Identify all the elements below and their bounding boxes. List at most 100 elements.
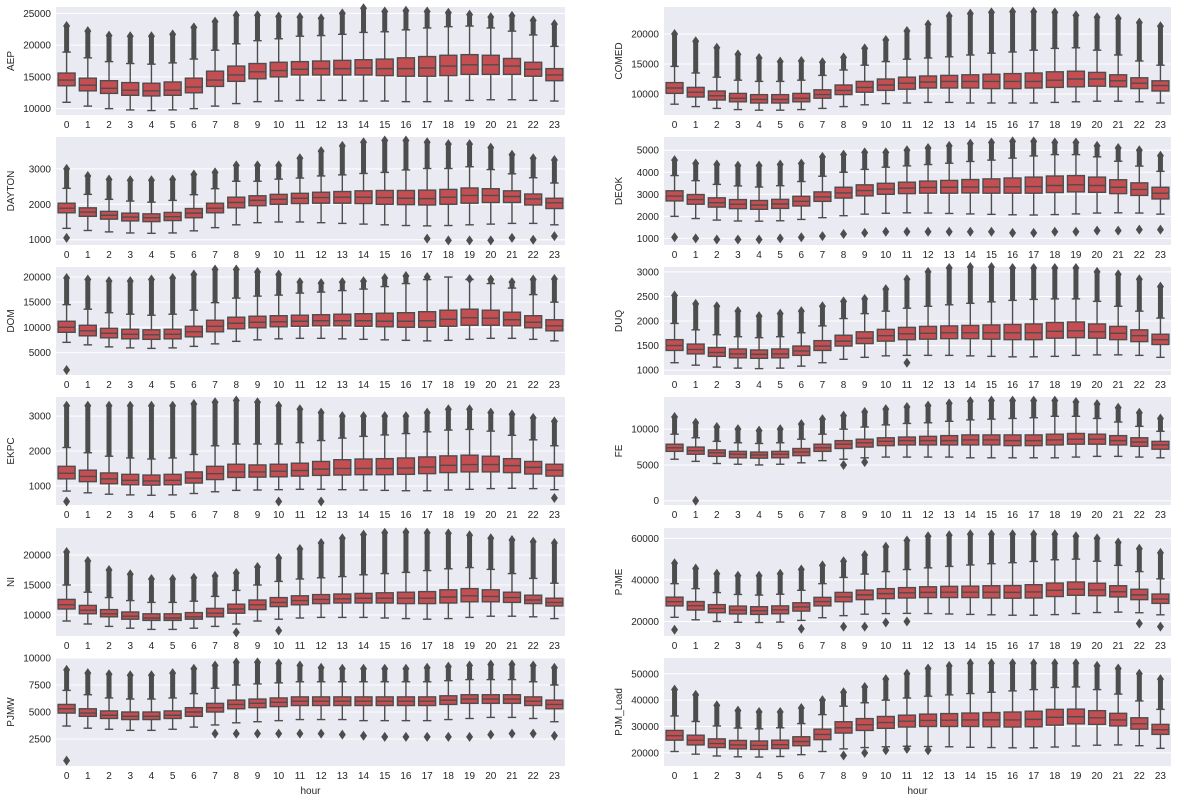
box-hour-15 — [982, 7, 1001, 104]
box-hour-20 — [481, 12, 500, 101]
flier-marker — [232, 10, 240, 21]
flier-marker — [444, 404, 452, 415]
flier-marker — [692, 417, 700, 428]
box-hour-14 — [961, 396, 980, 459]
flier-marker — [1093, 399, 1101, 410]
x-tick-label: 21 — [1113, 771, 1125, 782]
x-tick-label: 8 — [841, 120, 847, 131]
x-tick-label: 18 — [1049, 120, 1061, 131]
box-hour-14 — [961, 529, 980, 616]
flier-marker — [317, 407, 325, 418]
box-hour-12 — [918, 19, 938, 104]
y-tick-label: 3000 — [29, 164, 52, 175]
box-hour-23 — [1151, 150, 1170, 235]
box-iqr — [439, 309, 458, 327]
box-iqr — [1066, 321, 1086, 339]
box-hour-14 — [354, 663, 373, 741]
flier-marker — [861, 457, 869, 468]
flier-marker — [1072, 262, 1080, 273]
x-tick-label: 18 — [443, 250, 455, 261]
x-tick-label: 12 — [923, 250, 935, 261]
flier-marker — [776, 308, 784, 319]
x-tick-label: 5 — [170, 510, 176, 521]
flier-marker — [275, 160, 283, 171]
x-tick-label: 0 — [672, 510, 678, 521]
x-tick-label: 11 — [902, 641, 913, 652]
y-tick-label: 1000 — [29, 235, 52, 246]
flier-marker — [692, 233, 700, 244]
box-iqr — [184, 611, 204, 620]
box-hour-14 — [354, 411, 373, 491]
box-hour-21 — [502, 659, 522, 739]
x-tick-label: 13 — [944, 250, 956, 261]
box-hour-22 — [524, 15, 543, 102]
flier-marker — [444, 731, 452, 742]
box-iqr — [1087, 323, 1107, 339]
flier-marker — [211, 728, 219, 739]
flier-marker — [945, 530, 953, 541]
x-tick-label: 5 — [170, 771, 176, 782]
x-tick-label: 23 — [1155, 250, 1167, 261]
x-tick-label: 12 — [923, 641, 935, 652]
flier-marker — [818, 151, 826, 162]
flier-marker — [882, 541, 890, 552]
box-hour-21 — [502, 277, 522, 340]
flier-marker — [987, 529, 995, 540]
flier-marker — [232, 568, 240, 578]
x-tick-label: 2 — [106, 641, 112, 652]
x-tick-label: 12 — [923, 120, 935, 131]
flier-marker — [338, 8, 346, 19]
flier-marker — [508, 149, 516, 160]
x-tick-label: 12 — [316, 250, 328, 261]
box-iqr — [1024, 323, 1043, 341]
x-tick-label: 4 — [756, 120, 762, 131]
flier-marker — [1072, 226, 1080, 237]
x-tick-label: 6 — [191, 641, 197, 652]
flier-marker — [105, 276, 113, 287]
x-tick-label: 0 — [64, 380, 70, 391]
box-hour-16 — [396, 5, 416, 103]
box-hour-11 — [897, 668, 917, 754]
x-tick-label: 0 — [64, 641, 70, 652]
box-hour-22 — [1130, 274, 1149, 357]
box-hour-18 — [439, 276, 458, 342]
flier-marker — [466, 235, 474, 246]
flier-marker — [360, 663, 368, 674]
box-hour-14 — [354, 276, 373, 341]
x-tick-label: 7 — [212, 510, 218, 521]
flier-marker — [444, 661, 452, 672]
flier-marker — [84, 26, 92, 37]
flier-marker — [818, 301, 826, 312]
box-hour-18 — [1045, 137, 1064, 237]
flier-marker — [529, 274, 537, 285]
x-tick-label: 21 — [1113, 510, 1125, 521]
y-tick-label: 2000 — [637, 212, 660, 223]
y-tick-label: 5000 — [637, 460, 660, 471]
x-tick-label: 5 — [777, 380, 783, 391]
box-iqr — [1045, 321, 1064, 339]
x-tick-label: 20 — [485, 771, 497, 782]
box-hour-14 — [961, 8, 980, 104]
box-hour-15 — [375, 663, 394, 742]
box-hour-23 — [1151, 674, 1170, 750]
flier-marker — [1135, 145, 1143, 156]
flier-marker — [987, 262, 995, 272]
x-tick-label: 1 — [85, 380, 91, 391]
x-tick-label: 17 — [422, 510, 434, 521]
flier-marker — [671, 232, 679, 243]
box-hour-17 — [417, 527, 437, 620]
x-tick-label: 10 — [880, 250, 892, 261]
flier-marker — [1093, 266, 1101, 277]
x-tick-label: 22 — [1134, 250, 1146, 261]
box-hour-16 — [396, 411, 416, 492]
box-iqr — [502, 311, 522, 327]
box-iqr — [248, 464, 267, 478]
flier-marker — [126, 400, 134, 411]
flier-marker — [797, 306, 805, 317]
flier-marker — [671, 290, 679, 301]
box-hour-0 — [665, 155, 684, 243]
box-hour-7 — [205, 571, 225, 628]
x-tick-label: 12 — [316, 771, 328, 782]
box-hour-23 — [1151, 21, 1170, 104]
